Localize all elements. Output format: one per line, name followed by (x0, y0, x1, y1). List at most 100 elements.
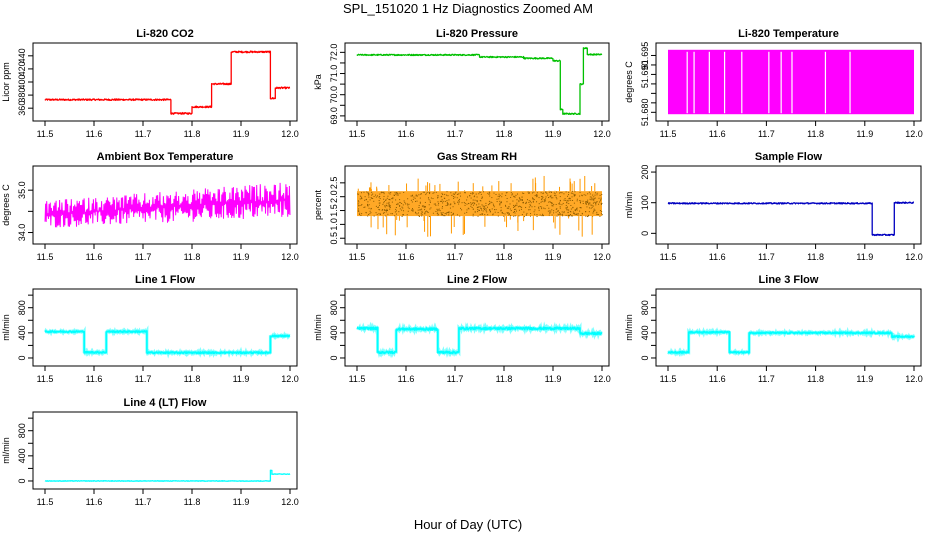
series-point (539, 214, 541, 216)
series-point (586, 216, 588, 218)
series-point (550, 191, 552, 193)
series-point (576, 213, 578, 215)
series-point (568, 203, 570, 205)
panel-frame (32, 411, 298, 490)
series-point (506, 212, 508, 214)
series-point (574, 191, 576, 193)
series-point (412, 194, 414, 196)
series-point (506, 207, 508, 209)
series-point (549, 196, 551, 198)
series-point (585, 211, 587, 213)
x-tick-label: 11.6 (86, 374, 103, 384)
series-point (375, 205, 377, 207)
y-axis-label: ml/min (1, 437, 11, 464)
series-point (506, 197, 508, 199)
series-point (378, 202, 380, 204)
series-point (450, 192, 452, 194)
series-point (399, 192, 401, 194)
series-point (359, 198, 361, 200)
series-point (420, 213, 422, 215)
series-point (412, 198, 414, 200)
series-point (441, 213, 443, 215)
series-point (585, 194, 587, 196)
series-point (600, 203, 602, 205)
series-point (385, 199, 387, 201)
series-point (382, 192, 384, 194)
series-point (559, 199, 561, 201)
series-point (424, 205, 426, 207)
series-point (481, 213, 483, 215)
series-point (572, 199, 574, 201)
series-point (542, 215, 544, 217)
series-point (452, 213, 454, 215)
y-tick-label: 51.680 (640, 99, 650, 127)
panel-frame (655, 42, 922, 122)
series-point (573, 212, 575, 214)
panel-frame (344, 165, 610, 245)
series-point (593, 199, 595, 201)
series-point (407, 210, 409, 212)
series-point (592, 199, 594, 201)
series-point (450, 203, 452, 205)
series-band (356, 321, 603, 359)
series-point (568, 214, 570, 216)
series-point (402, 204, 404, 206)
series-point (539, 206, 541, 208)
series-point (387, 195, 389, 197)
y-tick-label: 35.0 (17, 181, 27, 199)
series-point (568, 191, 570, 193)
series-point (501, 196, 503, 198)
series-point (576, 198, 578, 200)
series-point (577, 213, 579, 215)
series-point (477, 211, 479, 213)
series-point (368, 196, 370, 198)
series-point (403, 200, 405, 202)
series-point (489, 203, 491, 205)
series-group (44, 50, 291, 115)
x-tick-label: 11.6 (709, 129, 726, 139)
series-point (592, 194, 594, 196)
series-point (425, 192, 427, 194)
series-point (571, 196, 573, 198)
series-point (385, 215, 387, 217)
series-point (536, 195, 538, 197)
series-point (412, 210, 414, 212)
series-point (549, 201, 551, 203)
series-point (505, 192, 507, 194)
series-point (489, 211, 491, 213)
series-point (480, 193, 482, 195)
series-point (363, 206, 365, 208)
series-point (450, 211, 452, 213)
series-point (569, 197, 571, 199)
series-point (543, 201, 545, 203)
series-point (532, 197, 534, 199)
series-point (576, 207, 578, 209)
series-point (478, 209, 480, 211)
series-line (356, 46, 603, 116)
series-point (379, 209, 381, 211)
series-point (534, 209, 536, 211)
series-point (554, 193, 556, 195)
panel-5: Gas Stream RH percent 11.5 11.6 11.7 11.8 11.9… (313, 151, 611, 262)
series-point (519, 205, 521, 207)
series-point (483, 207, 485, 209)
series-point (556, 191, 558, 193)
series-point (576, 208, 578, 210)
series-point (510, 210, 512, 212)
series-point (574, 210, 576, 212)
series-point (373, 196, 375, 198)
series-point (541, 208, 543, 210)
series-point (596, 192, 598, 194)
x-tick-label: 11.7 (758, 129, 775, 139)
series-point (453, 201, 455, 203)
series-group (667, 326, 916, 357)
series-point (364, 206, 366, 208)
panel-7: Line 1 Flow ml/min 11.5 11.6 11.7 11.8 11.9 12.… (1, 274, 299, 384)
series-point (536, 216, 538, 218)
series-point (542, 213, 544, 215)
series-point (601, 214, 603, 216)
series-point (421, 215, 423, 217)
series-point (411, 195, 413, 197)
series-point (360, 204, 362, 206)
series-point (498, 198, 500, 200)
